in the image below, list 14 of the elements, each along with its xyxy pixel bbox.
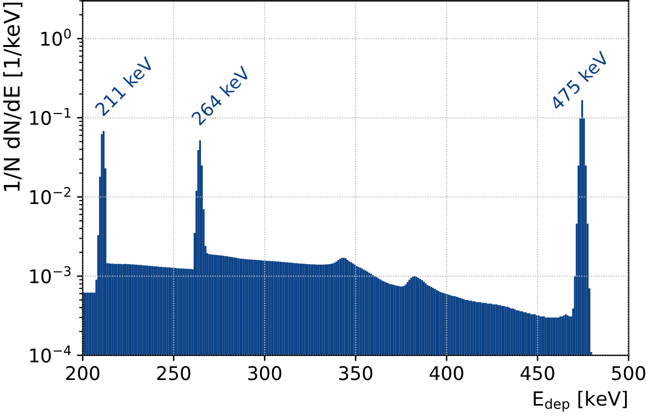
x-tick-label: 350 [339,366,372,380]
y-axis-title: 1/N dN/dE [1/keV] [3,2,22,191]
x-tick-label: 200 [66,366,100,380]
y-tick-label: 10$^{−4}$ [30,346,71,363]
x-tick-label: 450 [520,366,554,380]
x-tick-label: 500 [612,366,646,380]
x-tick-label: 300 [248,366,282,380]
y-tick-label: 10$^{−3}$ [30,266,71,284]
x-tick-label: 400 [430,366,464,380]
x-axis-title: E$_{dep}$ [keV] [534,390,627,412]
y-tick-label: 10$^{−1}$ [30,108,70,126]
x-tick-label: 250 [157,366,190,380]
y-tick-label: 10$^{−2}$ [30,187,70,204]
y-tick-label: 10$^{0}$ [41,28,71,46]
